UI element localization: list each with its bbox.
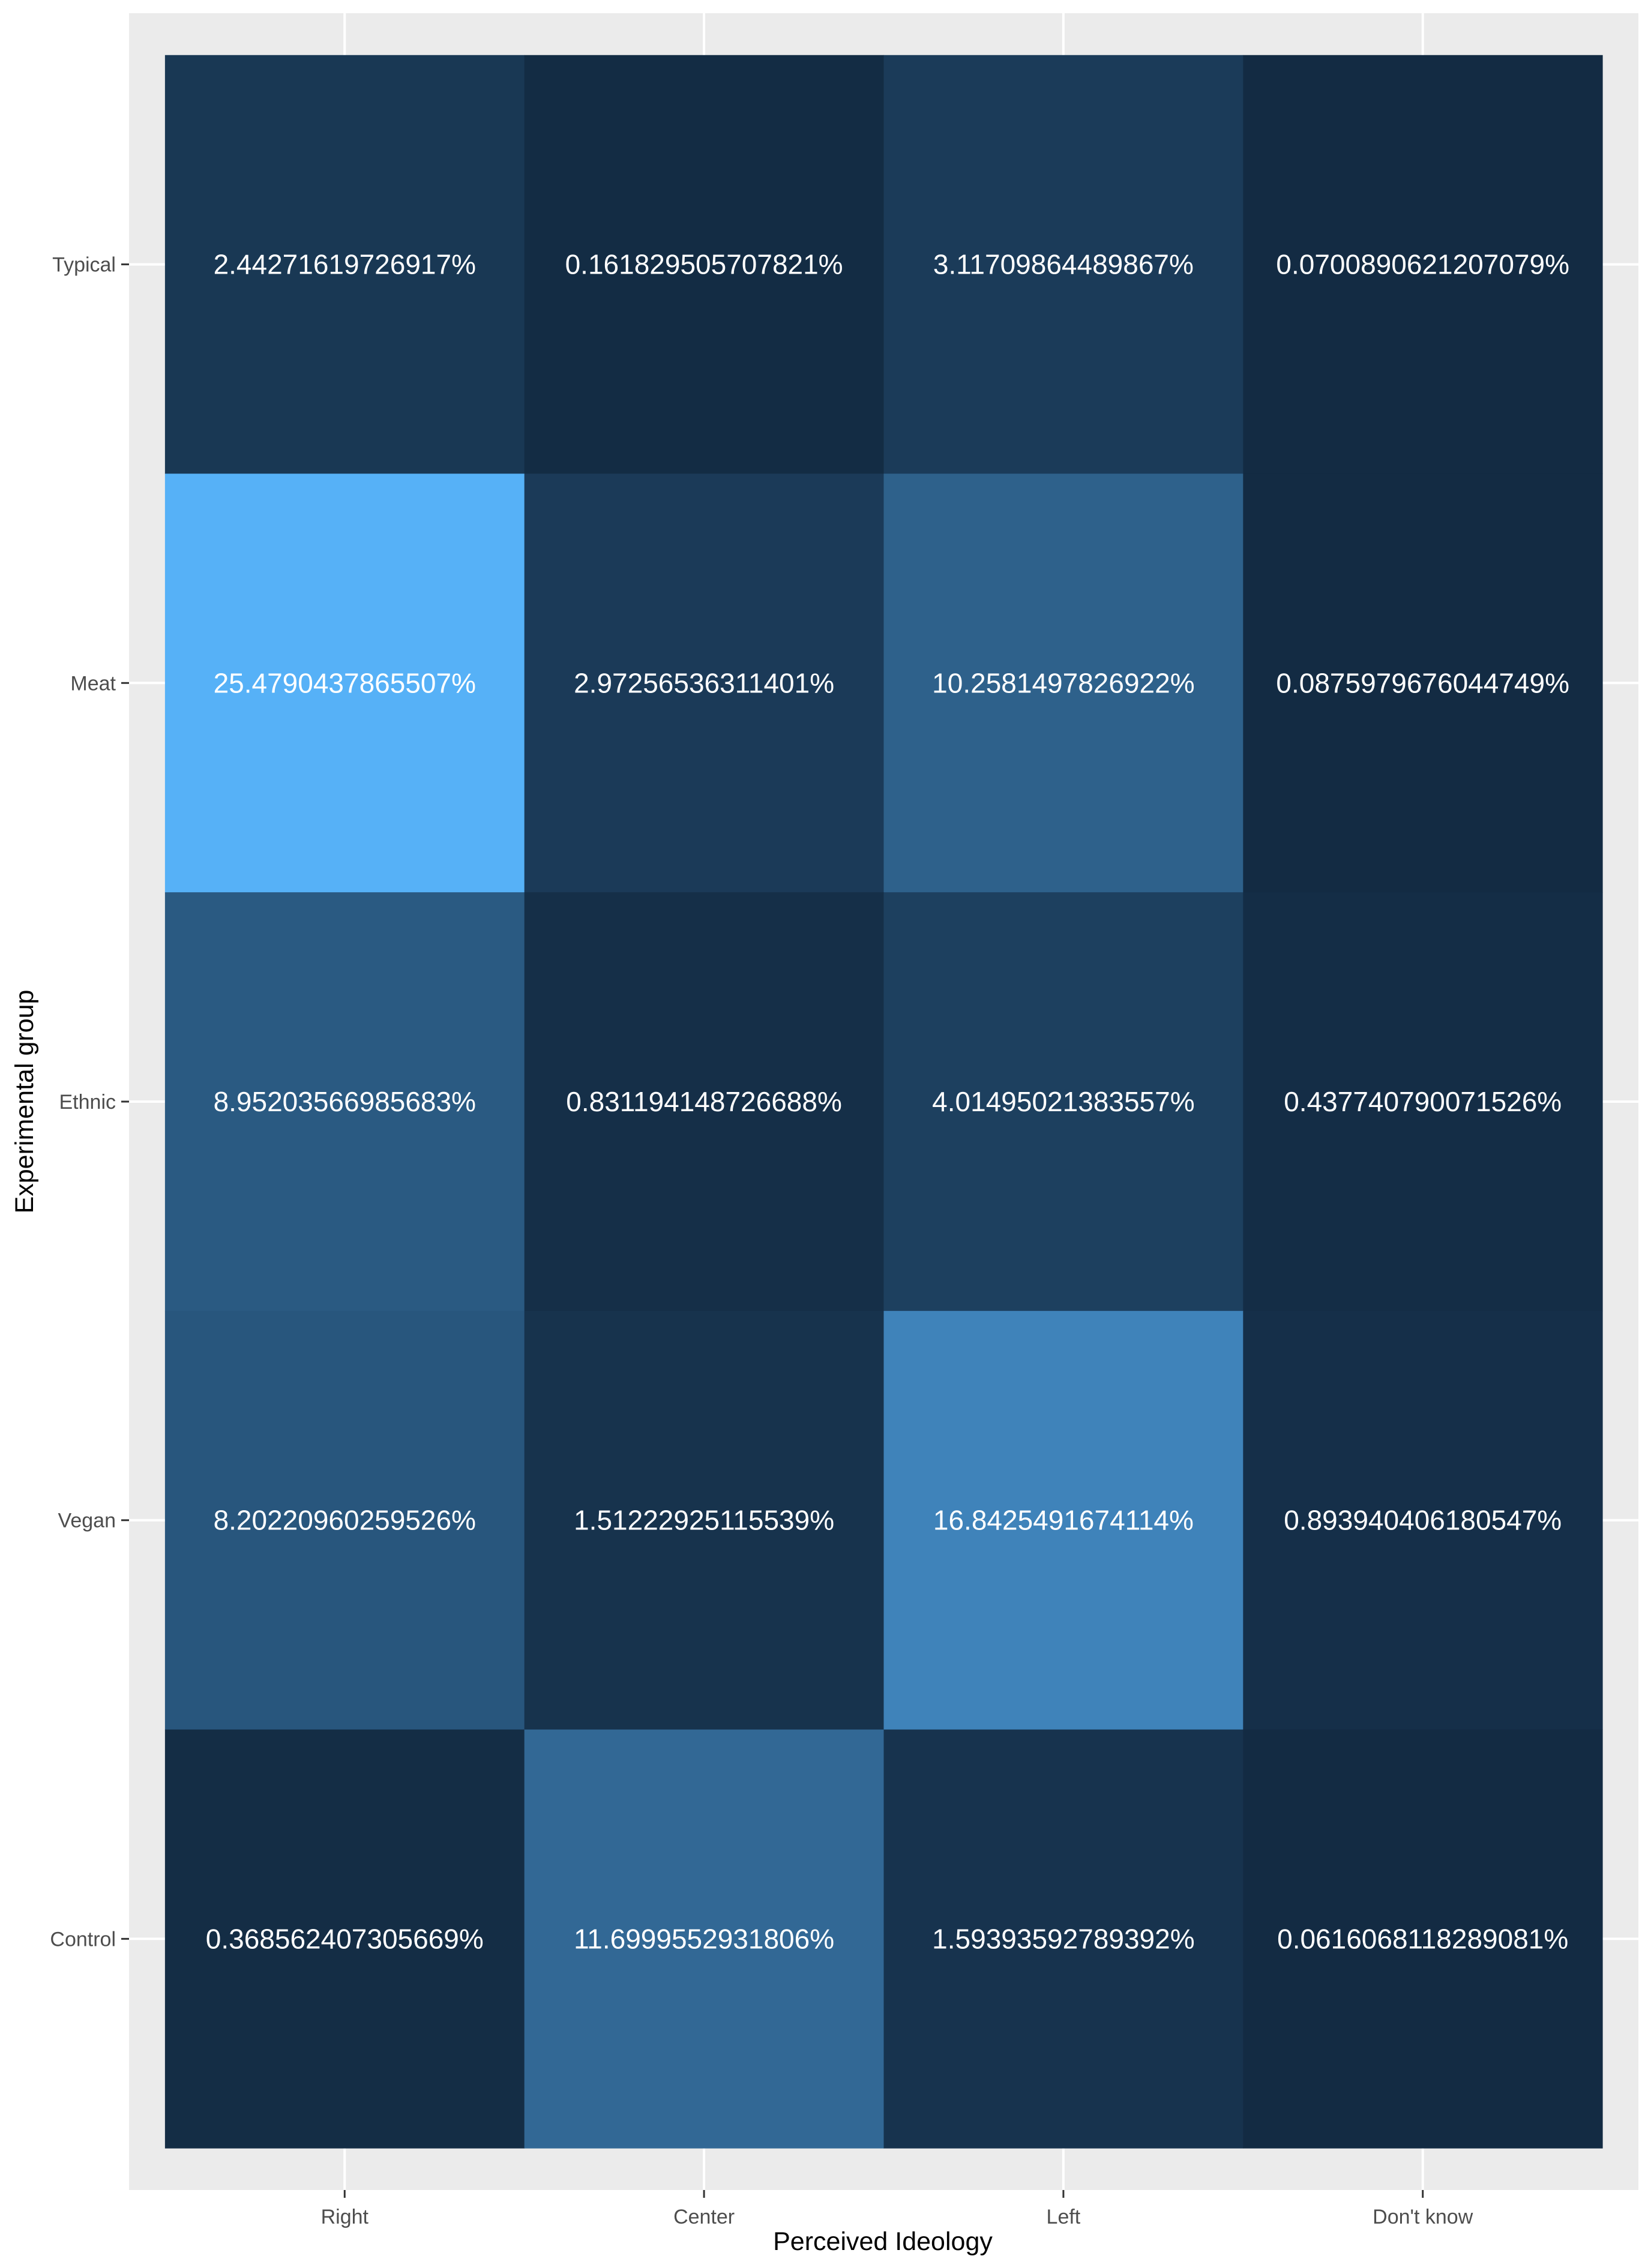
cell-ethnic-left [883, 892, 1244, 1312]
x-axis-title: Perceived Ideology [773, 2227, 993, 2256]
x-axis: Right Center Left Don't know [321, 2190, 1473, 2228]
cell-label-vegan-don-t-know: 0.893940406180547% [1284, 1505, 1562, 1536]
y-axis-title: Experimental group [10, 990, 39, 1214]
y-tick-label-control: Control [50, 1928, 116, 1951]
cell-label-meat-center: 2.97256536311401% [574, 667, 834, 698]
cell-label-meat-left: 10.2581497826922% [932, 667, 1194, 698]
cell-typical-don-t-know [1243, 55, 1603, 474]
cell-control-center [524, 1729, 884, 2149]
cell-control-right [164, 1729, 525, 2149]
cell-label-vegan-left: 16.8425491674114% [933, 1505, 1194, 1536]
cell-label-typical-center: 0.161829505707821% [565, 249, 843, 280]
cell-label-ethnic-center: 0.831194148726688% [566, 1086, 842, 1117]
cell-value-labels: 2.44271619726917% 0.161829505707821% 3.117… [206, 249, 1569, 1955]
cell-label-vegan-center: 1.51222925115539% [574, 1505, 834, 1536]
cell-label-control-left: 1.59393592789392% [932, 1923, 1194, 1954]
cell-label-control-don-t-know: 0.0616068118289081% [1277, 1923, 1568, 1954]
cell-typical-left [883, 55, 1244, 474]
cell-label-typical-left: 3.11709864489867% [933, 249, 1194, 280]
x-tick-label-don-t-know: Don't know [1373, 2206, 1473, 2228]
cell-label-ethnic-right: 8.95203566985683% [214, 1086, 476, 1117]
cell-vegan-right [164, 1310, 525, 1730]
cell-meat-center [524, 473, 884, 893]
cell-label-control-center: 11.6999552931806% [574, 1923, 834, 1954]
cell-meat-don-t-know [1243, 473, 1603, 893]
cell-label-meat-don-t-know: 0.0875979676044749% [1276, 667, 1569, 698]
y-tick-label-ethnic: Ethnic [59, 1091, 116, 1114]
cell-meat-left [883, 473, 1244, 893]
y-tick-label-meat: Meat [70, 672, 116, 695]
cell-vegan-center [524, 1310, 884, 1730]
cell-vegan-don-t-know [1243, 1310, 1603, 1730]
cell-label-ethnic-left: 4.01495021383557% [932, 1086, 1194, 1117]
cell-label-typical-don-t-know: 0.0700890621207079% [1276, 249, 1569, 280]
cell-control-don-t-know [1243, 1729, 1603, 2149]
x-tick-label-right: Right [321, 2206, 369, 2228]
cell-ethnic-don-t-know [1243, 892, 1603, 1312]
cell-vegan-left [883, 1310, 1244, 1730]
cell-control-left [883, 1729, 1244, 2149]
cell-label-ethnic-don-t-know: 0.437740790071526% [1284, 1086, 1562, 1117]
cell-typical-center [524, 55, 884, 474]
y-axis: Typical Meat Ethnic Vegan Control [50, 254, 129, 1951]
y-tick-label-typical: Typical [52, 254, 116, 277]
cell-label-typical-right: 2.44271619726917% [214, 249, 476, 280]
cell-typical-right [164, 55, 525, 474]
x-tick-label-left: Left [1047, 2206, 1081, 2228]
x-tick-label-center: Center [673, 2206, 735, 2228]
heatmap-cells [164, 55, 1603, 2149]
cell-label-meat-right: 25.4790437865507% [214, 667, 476, 698]
cell-label-control-right: 0.368562407305669% [206, 1923, 484, 1954]
cell-meat-right [164, 473, 525, 893]
y-tick-label-vegan: Vegan [58, 1510, 116, 1532]
cell-label-vegan-right: 8.20220960259526% [214, 1505, 476, 1536]
cell-ethnic-right [164, 892, 525, 1312]
cell-ethnic-center [524, 892, 884, 1312]
